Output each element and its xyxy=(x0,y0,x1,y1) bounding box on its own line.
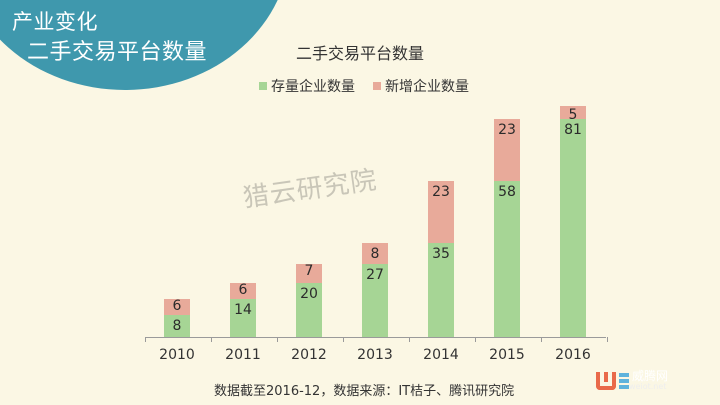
bar-existing: 35 xyxy=(428,242,454,337)
x-axis-tick xyxy=(607,337,608,342)
logo-u-icon xyxy=(596,371,616,390)
watermark: 猎云研究院 xyxy=(241,165,380,214)
chart-legend: 存量企业数量 新增企业数量 xyxy=(259,76,487,96)
bar-new: 23 xyxy=(428,180,454,243)
x-axis-tick xyxy=(145,337,146,342)
data-label: 20 xyxy=(300,286,318,303)
x-axis-label: 2015 xyxy=(489,347,525,363)
logo-text-group: 威腾网 weiot.net xyxy=(629,370,668,391)
data-label: 8 xyxy=(370,245,380,262)
logo-name: 威腾网 xyxy=(632,369,669,383)
x-axis-tick xyxy=(409,337,410,342)
data-label: 23 xyxy=(432,183,450,200)
x-axis-tick xyxy=(541,337,542,342)
data-label: 7 xyxy=(304,263,314,280)
data-label: 5 xyxy=(568,106,578,123)
bar-new: 5 xyxy=(560,105,586,123)
data-label: 58 xyxy=(498,183,516,200)
bar-new: 7 xyxy=(296,263,322,284)
bar-existing: 58 xyxy=(494,180,520,337)
chart-title: 二手交易平台数量 xyxy=(296,44,425,63)
x-axis-label: 2016 xyxy=(555,347,591,363)
x-axis-tick xyxy=(277,337,278,342)
logo-e-icon xyxy=(619,372,629,389)
data-label: 27 xyxy=(366,267,384,284)
x-axis-label: 2011 xyxy=(225,347,261,363)
data-label: 81 xyxy=(564,122,582,139)
bar-existing: 81 xyxy=(560,119,586,337)
bar-existing: 8 xyxy=(164,315,190,337)
bar-new: 8 xyxy=(362,242,388,265)
x-axis-label: 2010 xyxy=(159,347,195,363)
bar-existing: 14 xyxy=(230,299,256,337)
bar-new: 6 xyxy=(164,298,190,316)
bar-existing: 27 xyxy=(362,264,388,337)
bar-new: 23 xyxy=(494,119,520,181)
legend-label-new: 新增企业数量 xyxy=(385,79,469,95)
legend-label-existing: 存量企业数量 xyxy=(271,79,355,95)
data-label: 35 xyxy=(432,245,450,262)
x-axis xyxy=(145,337,606,338)
x-axis-label: 2013 xyxy=(357,347,393,363)
data-label: 14 xyxy=(234,302,252,319)
bar-new: 6 xyxy=(230,282,256,300)
data-label: 6 xyxy=(238,282,248,299)
x-axis-tick xyxy=(343,337,344,342)
data-label: 8 xyxy=(172,318,182,335)
logo: 威腾网 weiot.net xyxy=(596,370,668,391)
legend-swatch-existing xyxy=(259,82,267,90)
x-axis-label: 2014 xyxy=(423,347,459,363)
logo-url: weiot.net xyxy=(629,382,667,391)
x-axis-tick xyxy=(211,337,212,342)
x-axis-tick xyxy=(475,337,476,342)
data-label: 6 xyxy=(172,298,182,315)
data-label: 23 xyxy=(498,122,516,139)
source-note: 数据截至2016-12，数据来源：IT桔子、腾讯研究院 xyxy=(214,384,515,399)
bar-existing: 20 xyxy=(296,283,322,337)
section-title: 产业变化 xyxy=(12,10,98,34)
legend-item-new: 新增企业数量 xyxy=(373,76,469,96)
legend-item-existing: 存量企业数量 xyxy=(259,76,355,96)
legend-swatch-new xyxy=(373,82,381,90)
page-title: 二手交易平台数量 xyxy=(27,40,208,65)
x-axis-label: 2012 xyxy=(291,347,327,363)
